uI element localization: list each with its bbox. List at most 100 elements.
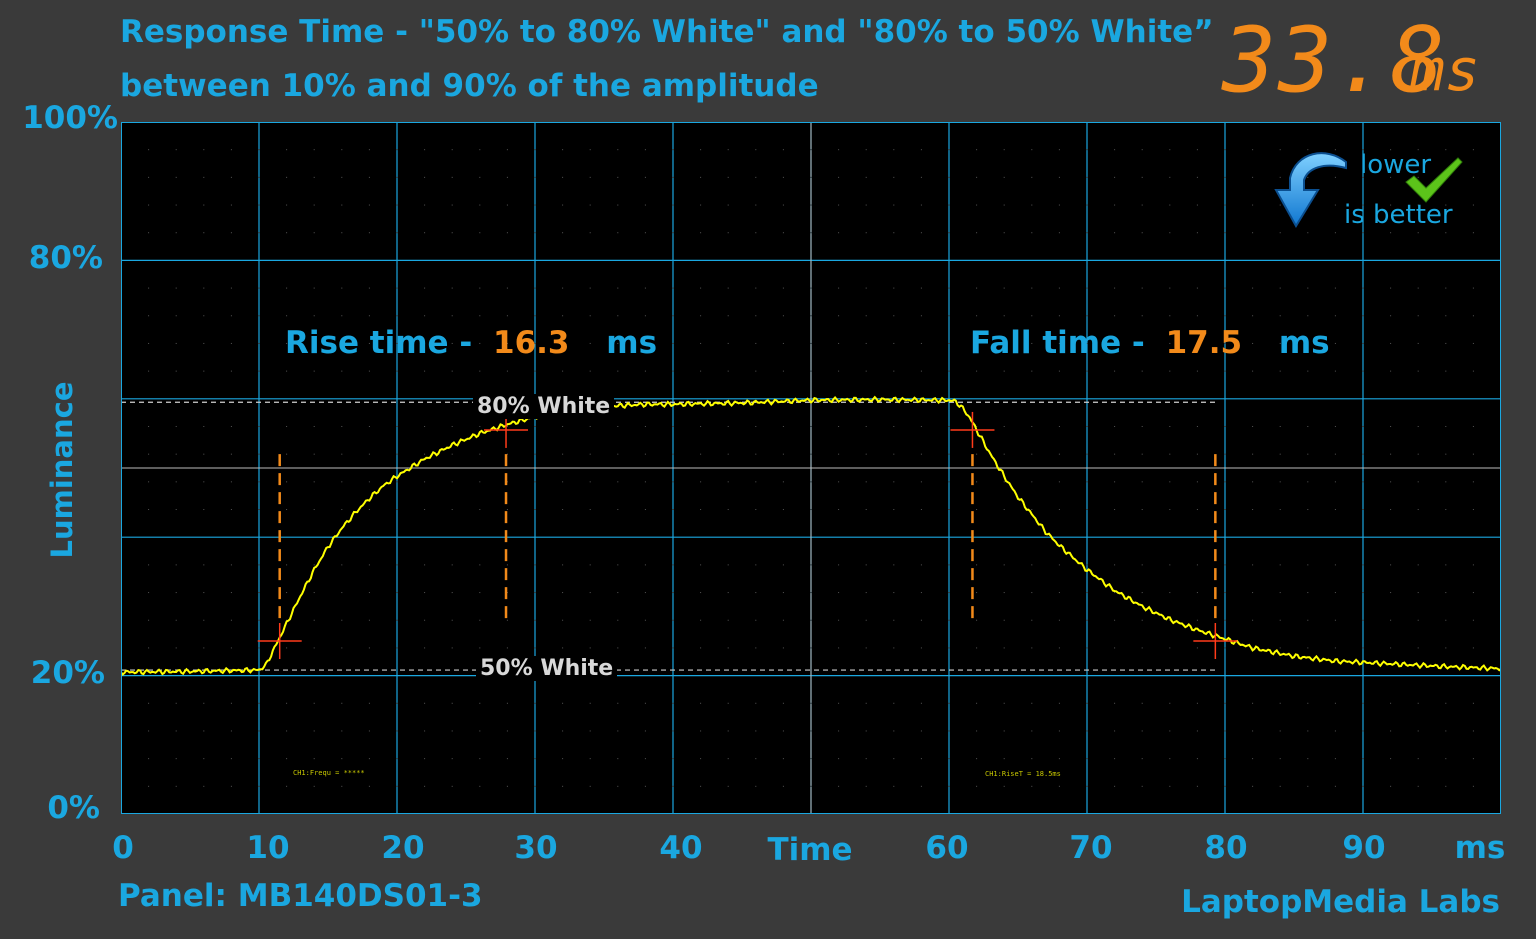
grid-dot bbox=[976, 204, 978, 206]
grid-dot bbox=[562, 564, 564, 566]
grid-dot bbox=[1279, 453, 1281, 455]
grid-dot bbox=[1141, 370, 1143, 372]
grid-dot bbox=[534, 342, 536, 344]
grid-dot bbox=[506, 758, 508, 760]
grid-dot bbox=[313, 564, 315, 566]
grid-dot bbox=[1003, 564, 1005, 566]
grid-dot bbox=[1472, 592, 1474, 594]
grid-dot bbox=[810, 176, 812, 178]
grid-dot bbox=[755, 509, 757, 511]
grid-dot bbox=[203, 702, 205, 704]
grid-dot bbox=[1224, 370, 1226, 372]
grid-dot bbox=[534, 619, 536, 621]
grid-dot bbox=[1362, 204, 1364, 206]
grid-dot bbox=[893, 204, 895, 206]
grid-dot bbox=[838, 315, 840, 317]
grid-dot bbox=[479, 425, 481, 427]
grid-dot bbox=[479, 647, 481, 649]
grid-dot bbox=[1472, 149, 1474, 151]
grid-dot bbox=[534, 785, 536, 787]
grid-dot bbox=[1169, 647, 1171, 649]
reference-lines bbox=[121, 401, 1216, 671]
grid-dot bbox=[782, 315, 784, 317]
grid-dot bbox=[396, 702, 398, 704]
grid-dot bbox=[1058, 619, 1060, 621]
grid-dot bbox=[1224, 647, 1226, 649]
grid-dot bbox=[1169, 758, 1171, 760]
grid-dot bbox=[203, 564, 205, 566]
grid-dot bbox=[755, 702, 757, 704]
grid-dot bbox=[396, 647, 398, 649]
grid-dot bbox=[1086, 758, 1088, 760]
grid-dot bbox=[258, 287, 260, 289]
grid-dot bbox=[230, 619, 232, 621]
grid-dot bbox=[479, 785, 481, 787]
grid-dot bbox=[976, 232, 978, 234]
grid-dot bbox=[175, 619, 177, 621]
grid-dot bbox=[424, 647, 426, 649]
grid-dot bbox=[258, 342, 260, 344]
grid-dot bbox=[976, 425, 978, 427]
grid-dot bbox=[534, 702, 536, 704]
grid-dot bbox=[782, 342, 784, 344]
grid-dot bbox=[1058, 425, 1060, 427]
grid-dot bbox=[1086, 176, 1088, 178]
grid-dot bbox=[313, 758, 315, 760]
grid-dot bbox=[286, 758, 288, 760]
grid-dot bbox=[1390, 149, 1392, 151]
grid-dot bbox=[1114, 481, 1116, 483]
grid-dot bbox=[672, 619, 674, 621]
grid-dot bbox=[810, 702, 812, 704]
grid-dot bbox=[644, 785, 646, 787]
x-tick-label-80: 80 bbox=[1204, 830, 1248, 866]
grid-dot bbox=[424, 564, 426, 566]
grid-dot bbox=[1334, 619, 1336, 621]
grid-dot bbox=[230, 287, 232, 289]
grid-dot bbox=[1196, 758, 1198, 760]
grid-dot bbox=[1058, 592, 1060, 594]
grid-dot bbox=[1445, 425, 1447, 427]
grid-dot bbox=[893, 564, 895, 566]
grid-dot bbox=[562, 730, 564, 732]
grid-dot bbox=[341, 425, 343, 427]
grid-dot bbox=[1003, 204, 1005, 206]
grid-dot bbox=[1141, 453, 1143, 455]
grid-dot bbox=[451, 342, 453, 344]
grid-dot bbox=[838, 647, 840, 649]
grid-dot bbox=[810, 204, 812, 206]
grid-dot bbox=[1114, 619, 1116, 621]
grid-dot bbox=[589, 785, 591, 787]
grid-dot bbox=[810, 370, 812, 372]
grid-dot bbox=[672, 481, 674, 483]
grid-dot bbox=[700, 647, 702, 649]
grid-dot bbox=[1252, 149, 1254, 151]
grid-dot bbox=[1472, 647, 1474, 649]
grid-dot bbox=[1003, 232, 1005, 234]
grid-dot bbox=[203, 315, 205, 317]
grid-dot bbox=[1252, 619, 1254, 621]
grid-dot bbox=[865, 370, 867, 372]
grid-dot bbox=[727, 176, 729, 178]
grid-dot bbox=[893, 287, 895, 289]
grid-dot bbox=[976, 730, 978, 732]
grid-dot bbox=[1390, 730, 1392, 732]
grid-dot bbox=[1417, 758, 1419, 760]
grid-dot bbox=[838, 149, 840, 151]
grid-dot bbox=[755, 481, 757, 483]
grid-dot bbox=[1141, 702, 1143, 704]
grid-dot bbox=[341, 592, 343, 594]
grid-dot bbox=[1003, 730, 1005, 732]
grid-dot bbox=[976, 785, 978, 787]
grid-dot bbox=[1252, 204, 1254, 206]
grid-dot bbox=[396, 481, 398, 483]
grid-dot bbox=[368, 730, 370, 732]
grid-dot bbox=[644, 702, 646, 704]
grid-dot bbox=[1003, 176, 1005, 178]
grid-dot bbox=[313, 785, 315, 787]
grid-dot bbox=[865, 204, 867, 206]
grid-dot bbox=[1031, 232, 1033, 234]
grid-dot bbox=[1003, 425, 1005, 427]
grid-dot bbox=[424, 232, 426, 234]
grid-dot bbox=[810, 564, 812, 566]
grid-dot bbox=[396, 564, 398, 566]
